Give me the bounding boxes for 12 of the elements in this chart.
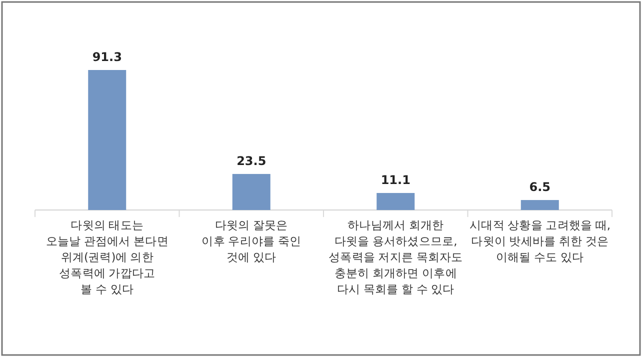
bar <box>520 200 559 210</box>
x-tick-label: 시대적 상황을 고려했을 때, 다윗이 밧세바를 취한 것은 이해될 수도 있다 <box>470 218 610 264</box>
x-tick-label: 다윗의 잘못은 이후 우리야를 죽인 것에 있다 <box>202 218 302 264</box>
data-label: 23.5 <box>236 154 266 168</box>
x-tick-label: 다윗의 태도는 오늘날 관점에서 본다면 위계(권력)에 의한 성폭력에 가깝다고 볼 수 있다 <box>46 218 168 296</box>
bar <box>88 70 126 210</box>
data-label: 6.5 <box>529 180 551 194</box>
x-tick-label: 하나님께서 회개한 다윗을 용서하셨으므로, 성폭력을 저지른 목회자도 충분히 회개하면 이후에 다시 목회를 할 수 있다 <box>328 218 464 296</box>
bar <box>232 174 270 210</box>
data-label: 91.3 <box>92 50 122 64</box>
data-label: 11.1 <box>380 172 410 187</box>
bar <box>376 192 415 210</box>
